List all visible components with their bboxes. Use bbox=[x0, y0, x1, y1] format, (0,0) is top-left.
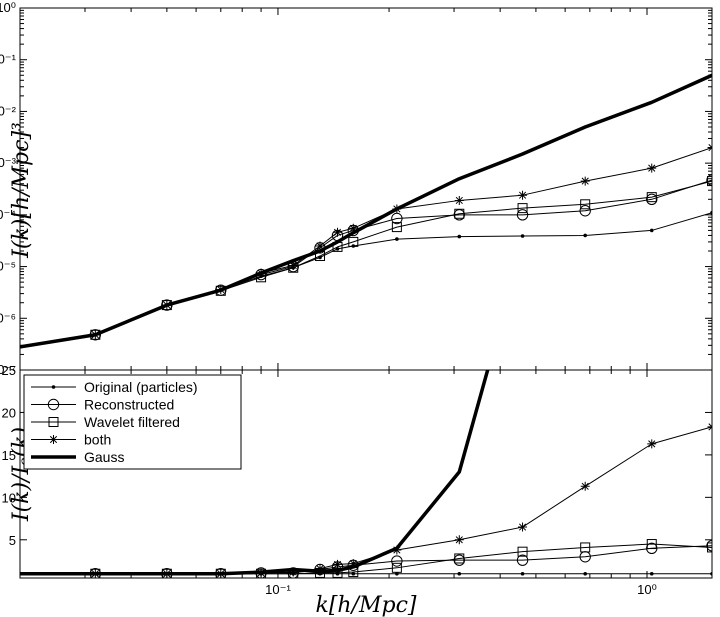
top-point-reconstructed bbox=[516, 209, 529, 221]
x-tick-label: 10⁻¹ bbox=[265, 582, 291, 597]
top-point-wavelet-filtered bbox=[707, 176, 712, 187]
top-y-tick-label: 10⁻³ bbox=[0, 155, 17, 170]
bottom-point-reconstructed bbox=[516, 554, 529, 566]
top-point-wavelet-filtered bbox=[454, 208, 465, 219]
bottom-series-line-gauss bbox=[20, 370, 490, 576]
legend-marker bbox=[49, 435, 58, 444]
bottom-y-tick-label: 5 bbox=[9, 533, 16, 548]
x-tick-label: 10⁰ bbox=[637, 582, 657, 597]
top-point-both bbox=[580, 176, 590, 186]
legend-label: both bbox=[84, 432, 111, 448]
top-y-tick-label: 10⁻⁶ bbox=[0, 310, 16, 325]
top-panel-ticks: 10⁰ 10⁻¹ 10⁻² 10⁻³ 10⁻⁴ 10⁻⁵ 10⁻⁶ 10⁻⁷ bbox=[0, 0, 712, 377]
top-y-tick-label: 10⁻² bbox=[0, 103, 17, 118]
bottom-y-tick-label: 25 bbox=[2, 363, 16, 378]
bottom-point-wavelet-filtered bbox=[580, 542, 591, 553]
top-point-both bbox=[288, 260, 298, 270]
top-point-original-particles bbox=[649, 228, 654, 233]
legend-label: Original (particles) bbox=[84, 379, 198, 395]
bottom-point-original-particles bbox=[520, 571, 525, 576]
bottom-point-wavelet-filtered bbox=[646, 539, 657, 550]
top-y-tick-label: 10⁻⁵ bbox=[0, 259, 16, 274]
bottom-y-tick-label: 10 bbox=[2, 490, 16, 505]
top-point-wavelet-filtered bbox=[391, 222, 402, 233]
top-point-wavelet-filtered bbox=[348, 236, 359, 247]
top-point-original-particles bbox=[395, 237, 399, 241]
bottom-y-tick-label: 20 bbox=[2, 405, 16, 420]
top-point-wavelet-filtered bbox=[580, 199, 591, 210]
bottom-point-both bbox=[288, 567, 298, 577]
top-point-both bbox=[315, 241, 325, 251]
bottom-point-both bbox=[647, 439, 657, 449]
bottom-point-wavelet-filtered bbox=[707, 542, 712, 553]
top-panel-frame bbox=[19, 7, 713, 371]
bottom-point-wavelet-filtered bbox=[517, 546, 528, 557]
bottom-point-original-particles bbox=[710, 571, 712, 576]
top-point-original-particles bbox=[457, 234, 462, 239]
bottom-point-original-particles bbox=[583, 571, 587, 576]
bottom-point-original-particles bbox=[351, 571, 356, 576]
bottom-point-both bbox=[707, 422, 712, 432]
bottom-point-both bbox=[348, 559, 358, 569]
x-axis-label: k[h/Mpc] bbox=[315, 593, 416, 617]
top-point-both bbox=[647, 163, 657, 173]
bottom-point-reconstructed bbox=[646, 542, 658, 554]
legend-marker bbox=[47, 398, 60, 411]
top-point-both bbox=[333, 227, 343, 237]
top-point-wavelet-filtered bbox=[646, 192, 657, 203]
top-series-line-both bbox=[20, 147, 712, 348]
top-y-tick-label: 10⁻¹ bbox=[0, 52, 17, 67]
legend: Original (particles) ReconstructedWavelet… bbox=[23, 374, 242, 470]
top-panel-series bbox=[20, 73, 712, 349]
bottom-point-both bbox=[333, 559, 343, 569]
top-point-original-particles bbox=[520, 234, 525, 238]
top-y-tick-label: 10⁻⁷ bbox=[0, 362, 16, 377]
bottom-point-both bbox=[454, 535, 464, 545]
bottom-point-reconstructed bbox=[453, 554, 465, 566]
legend-marker bbox=[51, 385, 56, 389]
bottom-point-original-particles bbox=[395, 571, 399, 576]
top-point-original-particles bbox=[335, 247, 340, 251]
bottom-series-line-wavelet-filtered bbox=[20, 543, 712, 575]
top-point-original-particles bbox=[583, 233, 587, 238]
bottom-point-original-particles bbox=[457, 571, 462, 576]
bottom-point-wavelet-filtered bbox=[454, 553, 465, 564]
legend-label: Wavelet filtered bbox=[84, 414, 180, 430]
bottom-point-both bbox=[315, 564, 325, 574]
legend-label: Gauss bbox=[84, 449, 124, 465]
top-point-wavelet-filtered bbox=[517, 203, 528, 214]
top-point-reconstructed bbox=[579, 205, 591, 217]
bottom-point-both bbox=[518, 522, 528, 532]
top-y-tick-label: 10⁻⁴ bbox=[0, 207, 16, 222]
top-point-both bbox=[348, 223, 358, 233]
top-y-tick-label: 10⁰ bbox=[0, 0, 16, 15]
top-point-both bbox=[454, 195, 464, 205]
top-series-line-gauss bbox=[20, 73, 712, 349]
bottom-point-wavelet-filtered bbox=[391, 562, 402, 573]
bottom-point-both bbox=[580, 481, 590, 491]
bottom-panel-series bbox=[20, 370, 712, 578]
bottom-panel-frame bbox=[19, 369, 713, 579]
bottom-point-reconstructed bbox=[391, 555, 403, 567]
top-point-both bbox=[518, 190, 528, 200]
top-point-original-particles bbox=[710, 210, 712, 215]
bottom-panel-ticks: 10⁻¹ 10⁰ 5 10 15 20 25 bbox=[2, 363, 712, 597]
bottom-point-reconstructed bbox=[706, 540, 712, 552]
legend-marker bbox=[48, 417, 59, 427]
top-series-line-original-particles bbox=[20, 212, 712, 348]
top-y-axis-label: I(k)[h/Mpc]³ bbox=[9, 122, 34, 259]
bottom-y-tick-label: 15 bbox=[2, 448, 16, 463]
legend-label: Reconstructed bbox=[84, 397, 174, 413]
top-point-reconstructed bbox=[646, 193, 658, 205]
top-point-both bbox=[707, 143, 712, 153]
bottom-point-original-particles bbox=[649, 571, 654, 576]
